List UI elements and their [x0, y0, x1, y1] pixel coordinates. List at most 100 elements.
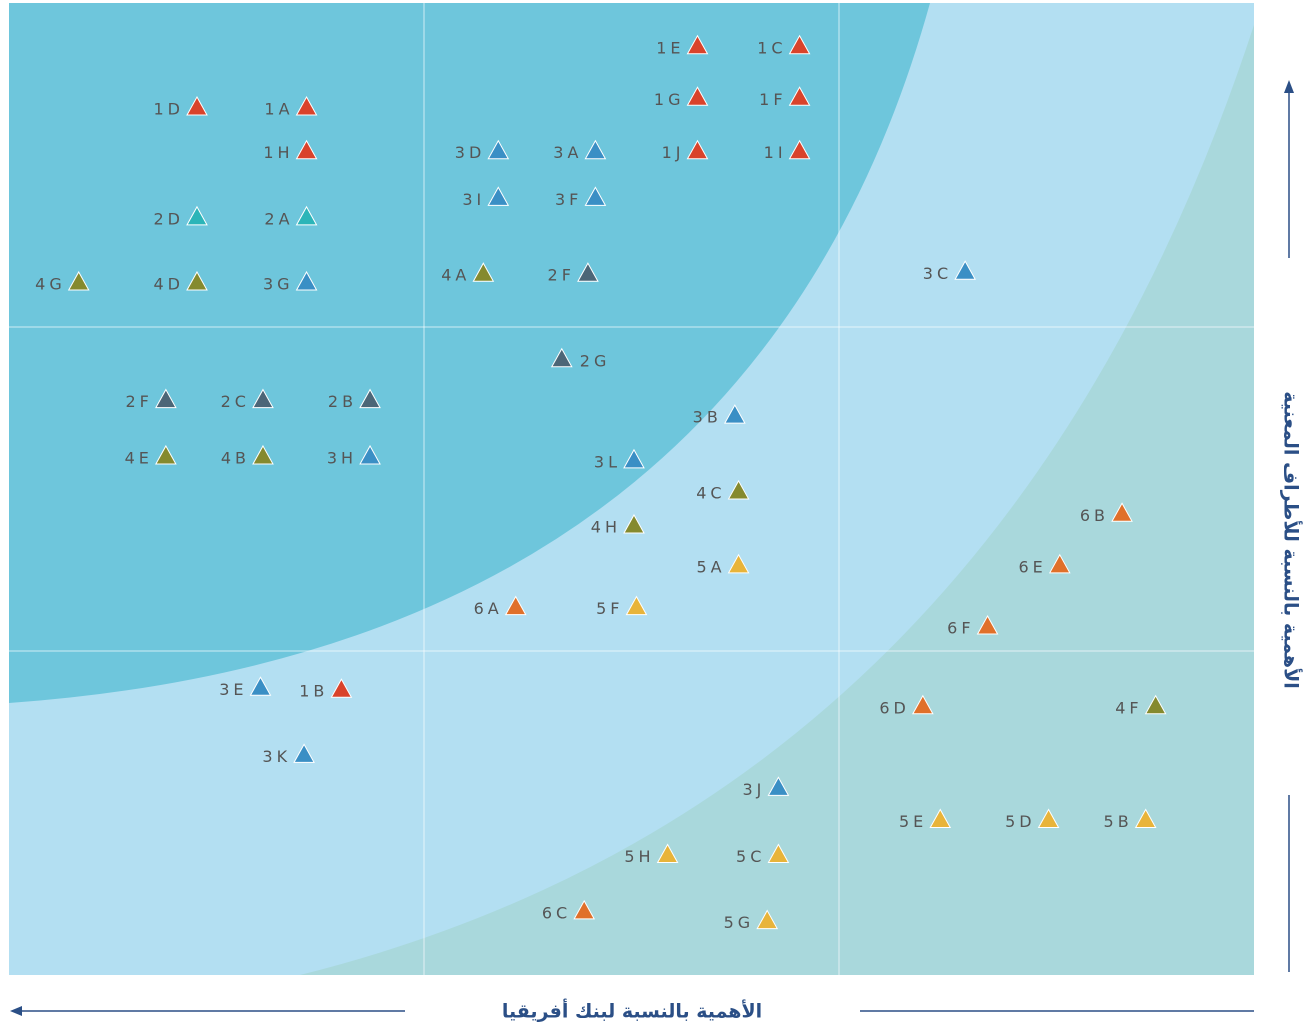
point	[295, 205, 318, 226]
point	[186, 205, 208, 226]
point-label: 3A	[553, 143, 582, 162]
point	[155, 444, 177, 465]
points: 1E 1C 1G 1F 1J 1I 1D 1A 1H 2D 2A 3D 3A 3I 3F 4G 4D 3G 4A 2F…	[35, 34, 1167, 932]
point-label: 4G	[35, 274, 66, 293]
point-label: 1A	[264, 100, 293, 119]
point	[186, 95, 208, 116]
point-label: 6B	[1080, 506, 1109, 525]
point-label: 6D	[879, 698, 910, 717]
point	[976, 615, 999, 635]
point	[577, 262, 599, 282]
point	[295, 270, 318, 291]
point	[293, 743, 315, 763]
point-label: 1G	[654, 90, 685, 109]
point-label: 6A	[474, 599, 503, 618]
point-label: 5B	[1104, 812, 1133, 831]
point-label: 2C	[221, 392, 250, 411]
point	[727, 479, 750, 500]
point	[472, 262, 495, 282]
point	[155, 388, 177, 409]
point	[1134, 808, 1157, 828]
point-label: 2G	[580, 351, 611, 370]
point	[623, 448, 645, 469]
y-axis-title: الأهمية بالنسبة للأطراف المعنية	[1280, 391, 1303, 688]
point	[954, 260, 977, 280]
point-label: 3B	[693, 408, 722, 427]
point-label: 1H	[263, 143, 293, 162]
point	[767, 843, 790, 863]
high-zone	[9, 3, 930, 703]
point	[584, 186, 607, 206]
point	[295, 95, 318, 116]
point	[252, 388, 274, 409]
point	[487, 186, 510, 206]
point	[487, 139, 510, 160]
point-label: 3H	[327, 448, 357, 467]
point-label: 4H	[591, 517, 621, 536]
point-label: 1J	[662, 143, 685, 162]
point	[359, 388, 381, 409]
point	[911, 694, 934, 715]
point-label: 5G	[724, 913, 755, 932]
point	[252, 444, 274, 465]
point-label: 4E	[125, 448, 153, 467]
point-label: 2F	[548, 266, 575, 285]
point	[550, 347, 573, 368]
point	[756, 909, 779, 930]
point	[656, 843, 679, 863]
point	[788, 86, 811, 106]
x-axis-title: الأهمية بالنسبة لبنك أفريقيا	[502, 999, 762, 1023]
point	[504, 595, 527, 616]
point	[929, 808, 952, 828]
point	[723, 404, 746, 424]
point-label: 5F	[596, 599, 623, 618]
x-arrow-head	[10, 1006, 22, 1016]
point	[686, 34, 709, 55]
point	[359, 444, 381, 465]
point-label: 3D	[455, 143, 486, 162]
point-label: 3I	[462, 190, 485, 209]
point-label: 6E	[1018, 557, 1046, 576]
point-label: 1F	[759, 90, 786, 109]
point-label: 4C	[696, 483, 725, 502]
point-label: 3J	[743, 780, 766, 799]
point-label: 5A	[696, 557, 725, 576]
point-label: 2B	[328, 392, 357, 411]
point-label: 5H	[624, 847, 654, 866]
point-label: 6C	[542, 903, 571, 922]
point-label: 3K	[262, 747, 291, 766]
point	[623, 513, 645, 534]
low-zone	[300, 25, 1254, 975]
point-label: 4F	[1115, 698, 1142, 717]
point-label: 3E	[219, 680, 247, 699]
point-label: 1D	[153, 100, 184, 119]
point-label: 1C	[757, 38, 786, 57]
point-label: 1B	[299, 682, 328, 701]
point-label: 3F	[555, 190, 582, 209]
point	[249, 676, 272, 696]
y-arrow-head	[1284, 80, 1294, 93]
point-label: 2D	[153, 209, 184, 228]
grid	[9, 3, 1254, 975]
point-label: 3G	[263, 274, 294, 293]
point	[584, 139, 607, 160]
point-label: 5D	[1005, 812, 1036, 831]
point	[1048, 553, 1071, 574]
point	[573, 899, 596, 920]
point	[186, 270, 208, 291]
point	[1037, 808, 1060, 828]
point-label: 3C	[923, 264, 952, 283]
point	[686, 86, 709, 106]
point-label: 5C	[736, 847, 765, 866]
point-label: 1I	[764, 143, 787, 162]
point	[767, 776, 790, 796]
point-label: 4B	[221, 448, 250, 467]
point-label: 2A	[264, 209, 293, 228]
point	[686, 139, 709, 160]
point	[1111, 502, 1133, 522]
point	[788, 139, 811, 160]
point-label: 4A	[441, 266, 470, 285]
point-label: 4D	[153, 274, 184, 293]
